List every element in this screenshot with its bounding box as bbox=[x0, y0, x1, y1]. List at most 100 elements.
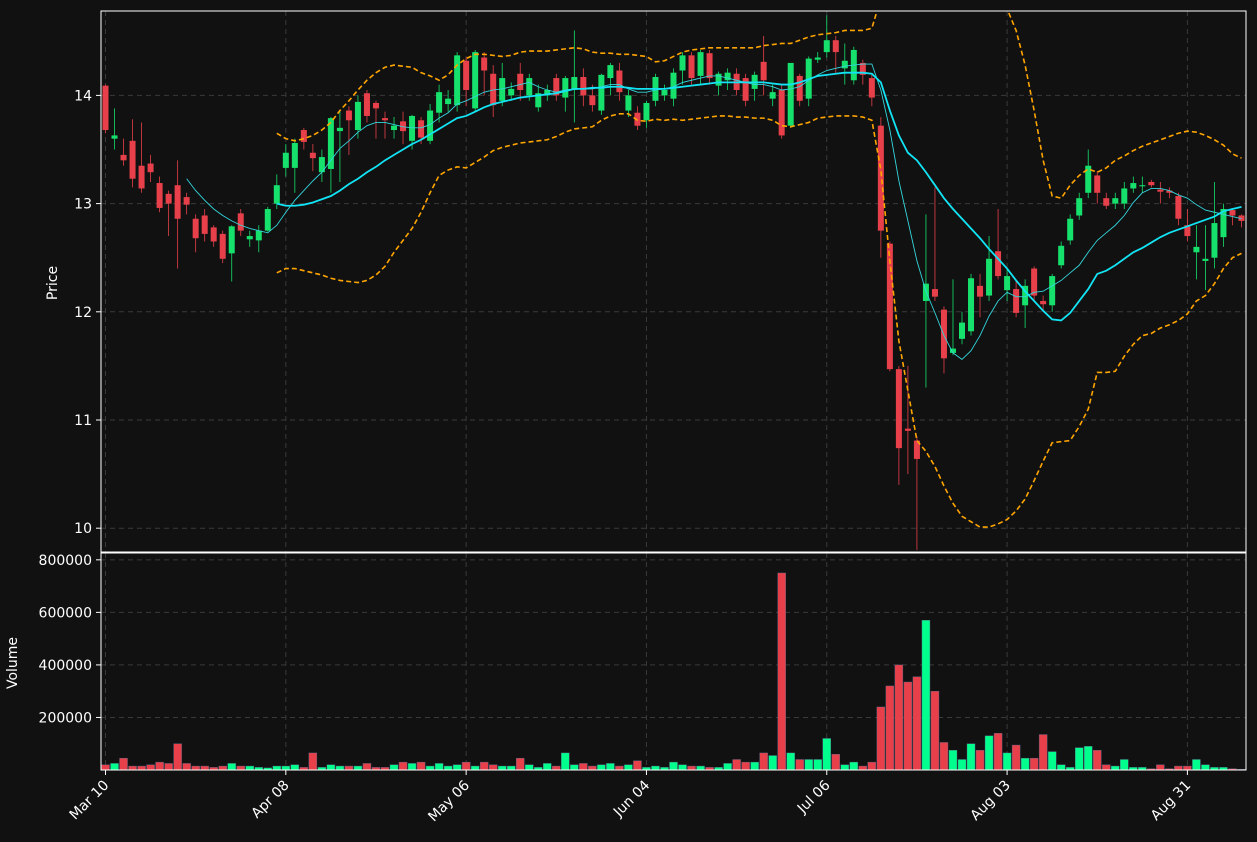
volume-bar bbox=[579, 763, 588, 770]
volume-bar bbox=[101, 764, 110, 770]
candle-body bbox=[1148, 181, 1155, 186]
volume-bar bbox=[516, 757, 525, 770]
volume-bar bbox=[669, 761, 678, 770]
y-tick-label: 10 bbox=[74, 521, 92, 537]
y-tick-label: 14 bbox=[74, 88, 92, 104]
volume-bar bbox=[984, 735, 994, 770]
y-tick-label: 600000 bbox=[39, 605, 92, 621]
candle-body bbox=[201, 215, 208, 234]
candle-body bbox=[877, 125, 884, 231]
candle-body bbox=[1229, 210, 1236, 216]
volume-bar bbox=[398, 761, 408, 770]
volume-bars bbox=[101, 572, 1246, 770]
candle-body bbox=[1049, 276, 1056, 306]
volume-bar bbox=[470, 765, 480, 770]
candle-body bbox=[336, 127, 343, 132]
volume-bar bbox=[696, 765, 705, 770]
candle-body bbox=[454, 55, 461, 106]
candle-body bbox=[986, 258, 993, 296]
volume-bar bbox=[335, 765, 345, 770]
candle-body bbox=[354, 101, 361, 131]
volume-bar bbox=[434, 763, 444, 770]
volume-bar bbox=[615, 765, 624, 770]
volume-bar bbox=[651, 765, 660, 770]
candle-body bbox=[670, 72, 677, 99]
volume-bar bbox=[1111, 765, 1120, 770]
y-tick-label: 400000 bbox=[39, 658, 92, 674]
volume-bar bbox=[443, 765, 453, 770]
candle-body bbox=[300, 130, 307, 142]
candle-body bbox=[427, 110, 434, 141]
indicator-line bbox=[276, 11, 1242, 200]
volume-bar bbox=[1038, 734, 1048, 770]
indicator-lines bbox=[186, 11, 1242, 528]
volume-bar bbox=[552, 765, 561, 770]
candle-body bbox=[481, 57, 488, 71]
candle-body bbox=[363, 93, 370, 116]
volume-bar bbox=[597, 764, 606, 770]
candle-body bbox=[814, 57, 821, 60]
candle-body bbox=[273, 185, 280, 204]
candle-body bbox=[1112, 198, 1119, 204]
candle-body bbox=[913, 440, 920, 459]
candle-body bbox=[246, 236, 253, 240]
candle-body bbox=[264, 209, 271, 231]
candle-body bbox=[1121, 188, 1128, 204]
candle-body bbox=[1202, 258, 1209, 261]
y-tick-label: 200000 bbox=[39, 710, 92, 726]
candle-body bbox=[787, 62, 794, 126]
candle-body bbox=[445, 98, 452, 105]
volume-bar bbox=[1102, 764, 1111, 770]
volume-bar bbox=[1156, 764, 1165, 770]
candle-body bbox=[769, 92, 776, 99]
candle-body bbox=[490, 73, 497, 106]
volume-bar bbox=[1201, 764, 1210, 770]
volume-bar bbox=[119, 757, 128, 770]
volume-bar bbox=[561, 752, 570, 770]
candle-body bbox=[111, 135, 118, 139]
candle-body bbox=[381, 118, 388, 121]
volume-bar bbox=[164, 763, 173, 770]
volume-bar bbox=[1147, 768, 1156, 770]
volume-bar bbox=[678, 764, 687, 770]
candle-body bbox=[949, 348, 956, 353]
volume-bar bbox=[741, 761, 750, 770]
volume-bar bbox=[155, 761, 164, 770]
candle-body bbox=[318, 157, 325, 173]
candle-body bbox=[219, 233, 226, 259]
volume-bar bbox=[1165, 768, 1174, 770]
volume-bar bbox=[479, 761, 489, 770]
volume-bar bbox=[227, 763, 236, 770]
candle-body bbox=[183, 197, 190, 205]
volume-bar bbox=[768, 755, 777, 770]
volume-bar bbox=[777, 572, 786, 770]
volume-bar bbox=[1084, 746, 1093, 770]
candle-body bbox=[327, 118, 334, 169]
candle-body bbox=[237, 213, 244, 231]
volume-bar bbox=[750, 761, 759, 770]
candle-body bbox=[904, 428, 911, 431]
candle-body bbox=[1166, 190, 1173, 193]
candle-body bbox=[1130, 183, 1137, 189]
candle-body bbox=[760, 61, 767, 81]
y-tick-label: 800000 bbox=[39, 553, 92, 569]
candle-body bbox=[643, 102, 650, 121]
candle-body bbox=[1103, 198, 1110, 206]
candle-body bbox=[616, 70, 623, 93]
volume-bar bbox=[786, 752, 795, 770]
volume-bar bbox=[948, 750, 958, 770]
volume-bar bbox=[1075, 747, 1084, 770]
candle-body bbox=[796, 75, 803, 101]
volume-bar bbox=[975, 750, 985, 770]
candle-body bbox=[778, 89, 785, 136]
candle-body bbox=[940, 309, 947, 359]
volume-bar bbox=[957, 759, 967, 770]
indicator-line bbox=[276, 71, 1242, 322]
y-axis-label: Price bbox=[45, 266, 61, 300]
candle-body bbox=[1094, 175, 1101, 193]
candle-body bbox=[1238, 215, 1245, 221]
candle-body bbox=[508, 88, 515, 96]
volume-bar bbox=[200, 765, 209, 770]
volume-bar bbox=[461, 761, 471, 770]
volume-bar bbox=[281, 765, 291, 770]
